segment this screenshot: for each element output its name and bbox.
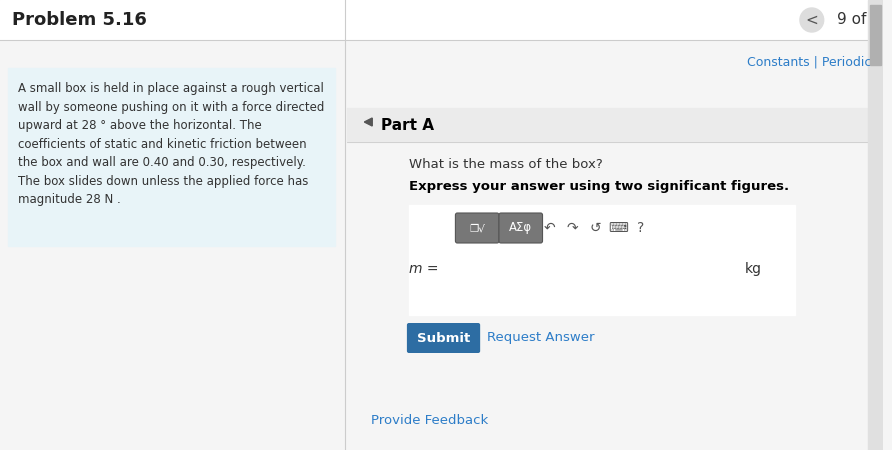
Text: Provide Feedback: Provide Feedback	[371, 414, 489, 427]
Bar	[346, 108, 883, 142]
Bar	[8, 68, 334, 246]
Text: What is the mass of the box?: What is the mass of the box?	[409, 158, 603, 171]
Bar	[0, 0, 883, 40]
Text: Request Answer: Request Answer	[487, 332, 595, 345]
Text: ↶: ↶	[543, 221, 556, 235]
Bar	[450, 253, 738, 285]
Text: A small box is held in place against a rough vertical
wall by someone pushing on: A small box is held in place against a r…	[18, 82, 324, 206]
Text: Submit: Submit	[417, 332, 470, 345]
Text: Part A: Part A	[381, 117, 434, 132]
FancyBboxPatch shape	[456, 213, 499, 243]
FancyBboxPatch shape	[499, 213, 542, 243]
Text: kg: kg	[745, 262, 762, 276]
Text: Constants | Periodic: Constants | Periodic	[747, 55, 871, 68]
Text: 9 of :: 9 of :	[837, 13, 876, 27]
Text: Problem 5.16: Problem 5.16	[12, 11, 147, 29]
Text: <: <	[805, 13, 818, 27]
Bar	[868, 0, 883, 450]
Text: m =: m =	[409, 262, 439, 276]
Text: ❐√: ❐√	[469, 223, 485, 233]
Bar	[871, 5, 881, 65]
Polygon shape	[364, 118, 372, 126]
Text: ↷: ↷	[566, 221, 578, 235]
FancyBboxPatch shape	[407, 323, 480, 353]
Circle shape	[800, 8, 823, 32]
Text: ↺: ↺	[590, 221, 601, 235]
Bar	[409, 205, 795, 315]
Text: ?: ?	[637, 221, 644, 235]
Text: ⌨: ⌨	[607, 221, 628, 235]
Text: ΑΣφ: ΑΣφ	[509, 221, 533, 234]
Text: Express your answer using two significant figures.: Express your answer using two significan…	[409, 180, 789, 193]
